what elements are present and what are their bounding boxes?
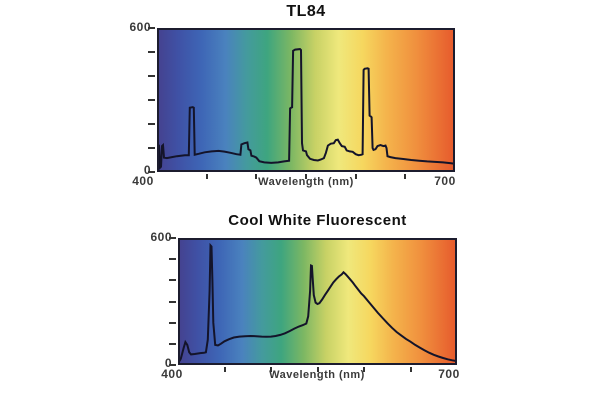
x-axis-tick <box>255 174 258 179</box>
x-axis-tick <box>409 367 412 372</box>
x-axis-max-label: 700 <box>434 174 456 188</box>
y-axis-max-label: 600 <box>150 230 172 244</box>
tl84-spectrum-curve <box>157 28 455 172</box>
x-axis-title: Wavelength (nm) <box>258 176 354 188</box>
x-axis-tick <box>363 367 365 372</box>
x-axis-title: Wavelength (nm) <box>269 369 365 381</box>
y-axis-tick <box>169 321 176 324</box>
y-axis-tick <box>148 171 155 173</box>
x-axis-tick <box>404 174 407 179</box>
chart-title-tl84: TL84 <box>286 3 326 20</box>
x-axis-min-label: 400 <box>132 174 154 188</box>
x-axis-tick <box>316 367 319 372</box>
y-axis-tick <box>148 51 155 53</box>
x-axis-tick <box>270 367 272 372</box>
x-axis-max-label: 700 <box>438 367 460 381</box>
y-axis-tick <box>169 258 176 261</box>
y-axis-tick <box>169 237 176 239</box>
y-axis-tick <box>169 342 176 345</box>
y-axis-tick <box>169 364 176 366</box>
y-axis-tick <box>148 147 155 149</box>
x-axis-tick <box>223 367 226 372</box>
y-axis-tick <box>148 27 155 29</box>
y-axis-tick <box>169 279 176 282</box>
x-axis-tick <box>305 174 307 179</box>
y-axis-tick <box>148 75 155 77</box>
chart-title-cwf: Cool White Fluorescent <box>228 212 407 229</box>
y-axis-tick <box>148 99 155 101</box>
cwf-plot-area <box>169 237 457 372</box>
x-axis-min-label: 400 <box>161 367 183 381</box>
cwf-spectrum-curve <box>178 238 457 365</box>
tl84-plot-area <box>148 27 455 179</box>
y-axis-min-label: 0 <box>143 163 151 177</box>
y-axis-tick <box>148 123 155 125</box>
x-axis-tick <box>354 174 357 179</box>
y-axis-tick <box>169 300 176 303</box>
y-axis-max-label: 600 <box>129 20 151 34</box>
x-axis-tick <box>205 174 208 179</box>
y-axis-min-label: 0 <box>164 356 172 370</box>
